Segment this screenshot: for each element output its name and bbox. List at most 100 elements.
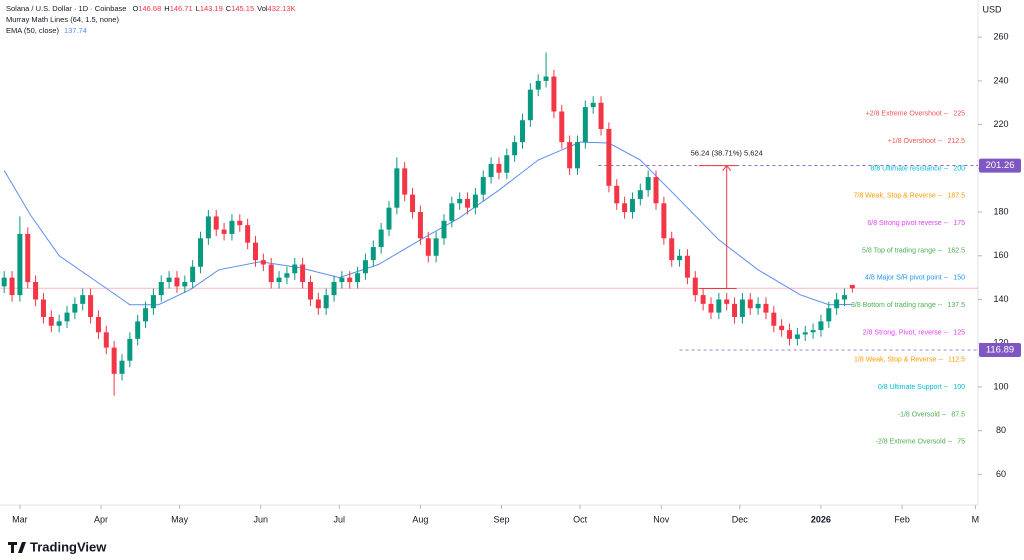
- y-tick-label: 240: [993, 75, 1008, 85]
- symbol-title: Solana / U.S. Dollar · 1D · Coinbase: [6, 4, 126, 13]
- candle-body: [747, 299, 753, 309]
- candle-body: [582, 107, 588, 143]
- x-tick-label: May: [171, 514, 189, 524]
- candle-body: [245, 225, 251, 243]
- murray-level: 8/8 Ultimate resistance -- 200: [871, 165, 966, 172]
- murray-level-value: 87.5: [951, 411, 965, 418]
- candle-body: [818, 321, 824, 331]
- x-tick-label: 2026: [811, 514, 831, 524]
- y-tick-label: 160: [993, 250, 1008, 260]
- candle-body: [787, 330, 793, 339]
- murray-level-value: 187.5: [947, 193, 965, 200]
- candle-body: [182, 282, 188, 287]
- candle-body: [323, 295, 329, 309]
- x-tick-label: Mar: [12, 514, 28, 524]
- candle-body: [402, 168, 408, 195]
- y-tick-label: 140: [993, 294, 1008, 304]
- x-tick-label: Apr: [94, 514, 108, 524]
- candle-body: [653, 177, 659, 204]
- x-tick-label: Aug: [412, 514, 428, 524]
- candle-body: [48, 316, 54, 326]
- y-tick-label: 180: [993, 206, 1008, 216]
- candle-body: [794, 334, 800, 339]
- candle-body: [841, 295, 847, 300]
- x-tick-label: Jul: [334, 514, 346, 524]
- murray-level-label: 5/8 Top of trading range --: [862, 247, 943, 254]
- candle-body: [56, 321, 62, 326]
- murray-level-label: 4/8 Major S/R pivot point --: [865, 274, 949, 281]
- candle-body: [33, 282, 39, 300]
- candle-body: [315, 299, 321, 309]
- candle-body: [449, 203, 455, 221]
- murray-level-label: -1/8 Oversold --: [898, 411, 947, 418]
- y-axis-unit: USD: [982, 4, 1002, 14]
- murray-level: -1/8 Oversold -- 87.5: [898, 411, 965, 418]
- murray-level: +2/8 Extreme Overshoot -- 225: [866, 111, 965, 118]
- candle-body: [527, 89, 533, 121]
- candle-body: [205, 216, 211, 239]
- murray-level-value: 162.5: [947, 247, 965, 254]
- y-tick-label: 120: [993, 338, 1008, 348]
- x-tick-label: Dec: [732, 514, 749, 524]
- murray-level: 7/8 Weak, Stop & Reverse -- 187.5: [854, 193, 966, 200]
- ohlc-value: 146.71: [170, 4, 193, 13]
- y-tick-label: 80: [996, 425, 1006, 435]
- candle-body: [849, 284, 855, 289]
- candle-body: [229, 220, 235, 234]
- candle-body: [669, 238, 675, 261]
- candle-body: [95, 316, 101, 333]
- candle-body: [480, 177, 486, 195]
- candle-body: [9, 277, 15, 296]
- candle-body: [755, 303, 761, 309]
- candle-body: [826, 308, 832, 322]
- candle-body: [433, 238, 439, 256]
- candle-body: [88, 295, 94, 317]
- murray-level-value: 225: [953, 111, 965, 118]
- candle-body: [410, 194, 416, 213]
- murray-level-value: 150: [953, 274, 965, 281]
- candle-body: [645, 177, 651, 191]
- ohlc-key: C: [226, 4, 232, 13]
- indicator-value: 137.74: [64, 26, 87, 35]
- y-tick-label: 260: [993, 32, 1008, 42]
- candle-body: [119, 360, 125, 374]
- candle-body: [661, 203, 667, 239]
- candle-body: [174, 277, 180, 287]
- candle-body: [150, 295, 156, 309]
- murray-level: 1/8 Weak, Stop & Reverse -- 112.5: [854, 356, 965, 363]
- candle-body: [732, 303, 738, 317]
- candle-body: [276, 277, 282, 283]
- murray-level-value: 175: [953, 220, 965, 227]
- murray-level: 0/8 Ultimate Support -- 100: [878, 384, 965, 391]
- x-tick-label: Sep: [494, 514, 510, 524]
- ohlc-key: O: [132, 4, 138, 13]
- candle-body: [622, 203, 628, 213]
- candle-body: [567, 142, 573, 169]
- candle-body: [496, 163, 502, 173]
- candle-body: [629, 198, 635, 213]
- header-line: Solana / U.S. Dollar · 1D · Coinbase O 146…: [6, 4, 296, 13]
- murray-level-label: +2/8 Extreme Overshoot --: [866, 111, 949, 118]
- candle-body: [417, 212, 423, 239]
- candle-body: [779, 325, 785, 331]
- candle-body: [441, 220, 447, 239]
- murray-level-value: 137.5: [947, 302, 965, 309]
- candle-body: [80, 295, 86, 304]
- candle-body: [221, 229, 227, 234]
- murray-level-value: 112.5: [948, 356, 965, 363]
- candle-body: [559, 111, 565, 143]
- candle-body: [574, 142, 580, 169]
- candle-body: [551, 76, 557, 112]
- ohlc-key: H: [164, 4, 169, 13]
- candle-body: [739, 299, 745, 317]
- murray-level: +1/8 Overshoot -- 212.5: [888, 138, 965, 145]
- x-tick-label: Feb: [894, 514, 910, 524]
- murray-level-value: 125: [953, 329, 965, 336]
- candle-body: [590, 102, 596, 108]
- candle-body: [802, 332, 808, 335]
- y-tick-label: 100: [993, 381, 1008, 391]
- candle-body: [213, 216, 219, 230]
- murray-level-value: 200: [953, 165, 965, 172]
- candle-body: [198, 238, 204, 267]
